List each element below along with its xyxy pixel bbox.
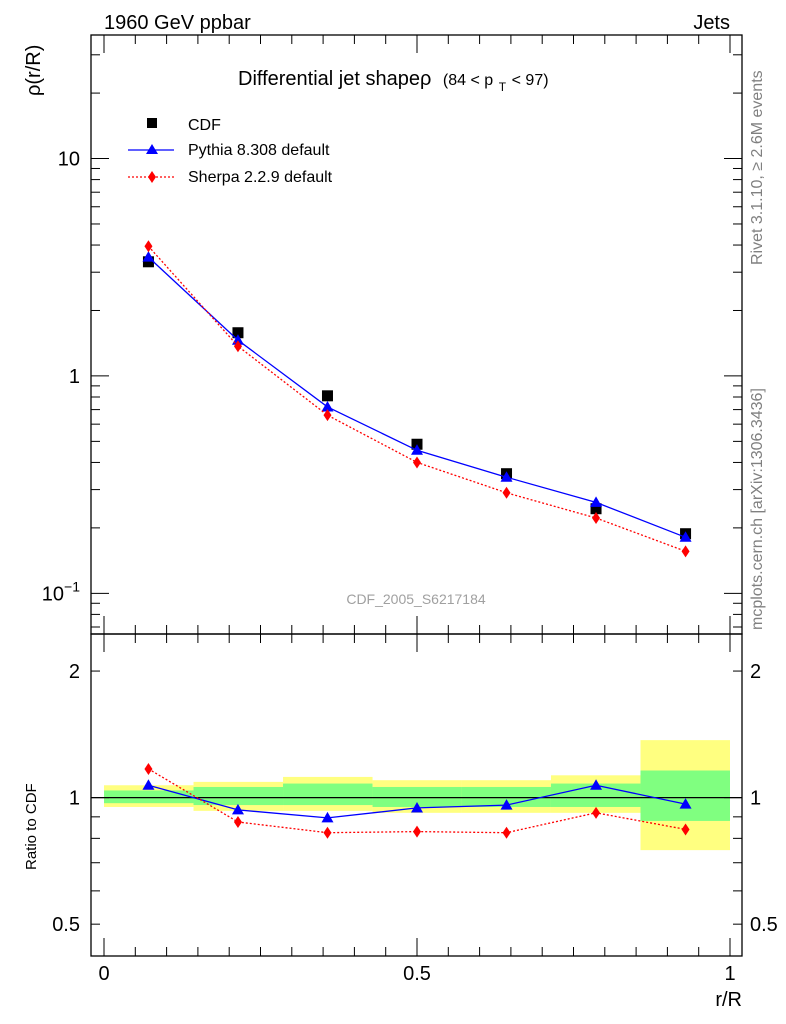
ratio-pythia-point — [500, 799, 513, 810]
header-left-label: 1960 GeV ppbar — [104, 12, 251, 34]
main-pythia-point — [142, 251, 155, 262]
main-sherpa-point — [144, 240, 153, 253]
ratio-pythia-point — [590, 779, 603, 790]
main-cdf-point — [232, 327, 244, 339]
ratio-green-band — [372, 786, 462, 807]
main-pythia-point — [500, 471, 513, 482]
main-title-cut-suffix: < 97) — [512, 72, 549, 89]
x-tick-label: 0.5 — [403, 963, 431, 985]
main-title-text: Differential jet shapeρ — [238, 68, 431, 90]
main-pythia-point — [321, 400, 334, 412]
ratio-series — [142, 762, 692, 839]
main-pythia-point — [590, 496, 603, 507]
header-right-label: Jets — [693, 12, 730, 34]
ratio-y-tick-label-left: 1 — [69, 788, 80, 810]
legend-cdf-label: CDF — [188, 117, 221, 134]
ratio-panel: 2 2 1 1 0.5 0.5 0 0.5 1 Ratio to CDF r/R — [23, 633, 778, 1011]
ratio-pythia-point — [411, 801, 423, 813]
legend-sherpa-label: Sherpa 2.2.9 default — [188, 169, 333, 186]
main-title: Differential jet shapeρ (84 < p T < 97) — [238, 68, 549, 96]
ratio-y-tick-label-left: 2 — [69, 661, 80, 683]
ratio-pythia-point — [231, 803, 244, 815]
ratio-y-tick-label-right: 1 — [750, 788, 761, 810]
main-pythia-point — [679, 531, 692, 542]
main-sherpa-point — [681, 545, 690, 558]
main-y-tick-label-base: 10 — [42, 583, 64, 605]
main-pythia-point — [411, 444, 423, 455]
ratio-sherpa-point — [144, 762, 153, 775]
x-tick-label: 0 — [98, 963, 109, 985]
x-tick-label: 1 — [724, 963, 735, 985]
x-axis-label: r/R — [715, 989, 742, 1011]
ratio-green-band — [193, 786, 284, 806]
legend-sherpa-marker — [148, 171, 156, 183]
main-title-cut-prefix: (84 < p — [443, 72, 493, 89]
ratio-green-band — [104, 790, 194, 804]
legend: CDF Pythia 8.308 default Sherpa 2.2.9 de… — [128, 117, 333, 186]
main-cdf-point — [411, 438, 423, 450]
main-sherpa-point — [233, 340, 242, 353]
ratio-pythia-point — [321, 811, 334, 823]
main-cdf-point — [142, 256, 154, 268]
main-title-cut-subscript: T — [499, 80, 507, 94]
main-sherpa-point — [323, 409, 332, 422]
ratio-green-band — [640, 770, 730, 821]
rivet-version-label: Rivet 3.1.10, ≥ 2.6M events — [749, 70, 766, 265]
main-series — [142, 240, 692, 558]
legend-cdf-marker — [147, 118, 157, 128]
ratio-sherpa-point — [681, 823, 690, 836]
mcplots-label: mcplots.cern.ch [arXiv:1306.3436] — [749, 388, 766, 630]
ratio-sherpa-point — [233, 815, 242, 828]
ratio-pythia-point — [142, 779, 155, 790]
main-y-axis-label: ρ(r/R) — [23, 45, 45, 96]
ratio-sherpa-point — [323, 826, 332, 839]
main-sherpa-point — [502, 486, 511, 499]
main-sherpa-point — [592, 512, 601, 525]
main-cdf-point — [321, 390, 333, 402]
ratio-sherpa-point — [592, 806, 601, 819]
ratio-y-tick-label-right: 2 — [750, 661, 761, 683]
legend-pythia-marker — [146, 144, 158, 154]
ratio-pythia-point — [679, 798, 692, 809]
main-y-tick-label-exponent: −1 — [64, 578, 80, 594]
ratio-green-band — [283, 783, 373, 806]
ratio-axes: 2 2 1 1 0.5 0.5 0 0.5 1 — [52, 633, 778, 985]
legend-pythia-label: Pythia 8.308 default — [188, 142, 330, 159]
main-y-tick-label: 1 — [69, 366, 80, 388]
ratio-sherpa-point — [502, 826, 511, 839]
main-y-tick-label: 10 — [58, 149, 80, 171]
watermark-label: CDF_2005_S6217184 — [346, 591, 486, 607]
main-sherpa-point — [413, 456, 421, 469]
ratio-y-axis-label: Ratio to CDF — [23, 783, 40, 870]
ratio-sherpa-point — [413, 825, 421, 838]
main-pythia-line — [147, 256, 686, 538]
main-y-tick-label: 10−1 — [42, 578, 80, 605]
ratio-green-band — [461, 786, 551, 807]
ratio-y-tick-label-left: 0.5 — [52, 914, 80, 936]
ratio-y-tick-label-right: 0.5 — [750, 914, 778, 936]
main-cdf-point — [590, 503, 602, 515]
